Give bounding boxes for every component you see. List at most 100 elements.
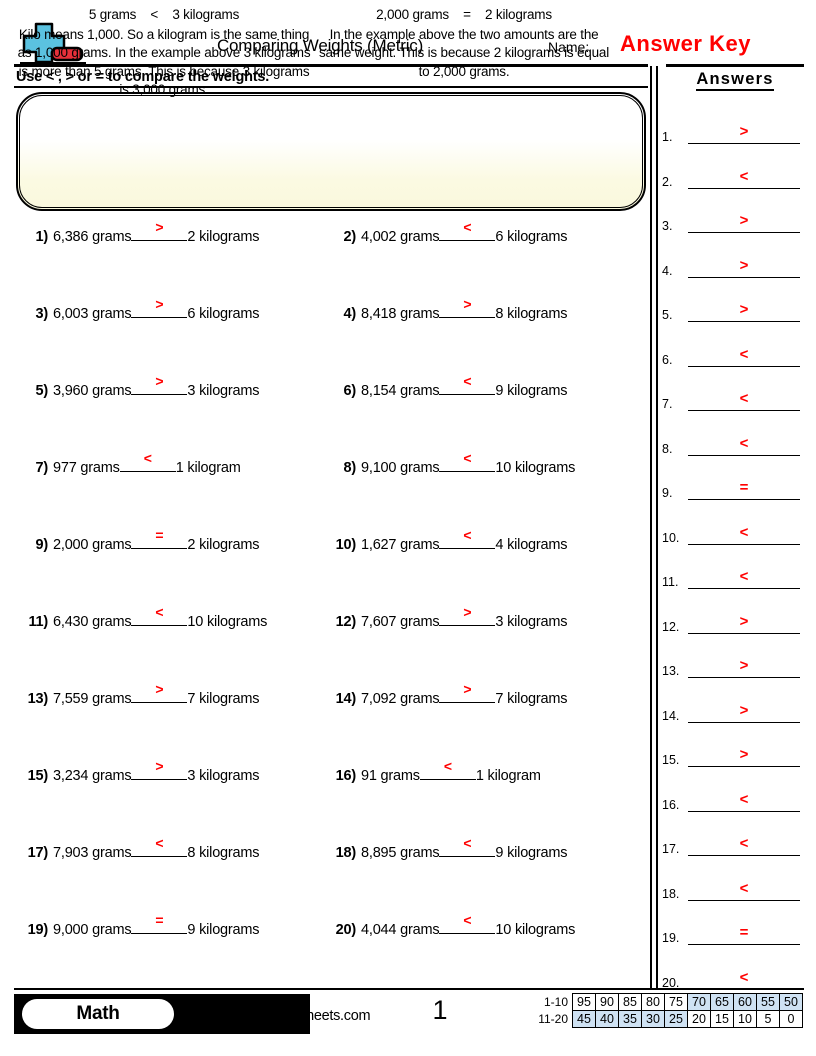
problem-answer-blank[interactable]: >: [439, 604, 496, 626]
answer-row-line[interactable]: [688, 433, 800, 456]
answer-row-line[interactable]: [688, 744, 800, 767]
problem-left-value: 91 grams: [361, 768, 420, 784]
problem-answer-blank[interactable]: >: [131, 296, 188, 318]
answer-row-line[interactable]: [688, 922, 800, 945]
problem-left-value: 1,627 grams: [361, 537, 440, 553]
answer-row-value: <: [739, 523, 749, 541]
problem-answer-value: <: [463, 835, 472, 851]
problem-left-value: 9,000 grams: [53, 922, 132, 938]
problem-answer-value: >: [155, 296, 164, 312]
answer-row-line[interactable]: [688, 700, 800, 723]
answer-row-number: 5.: [662, 308, 673, 322]
problem-left-value: 7,092 grams: [361, 691, 440, 707]
problem-answer-blank[interactable]: <: [439, 527, 496, 549]
problem-answer-blank[interactable]: >: [131, 373, 188, 395]
score-table-cell: 20: [687, 1010, 711, 1028]
page-header: Comparing Weights (Metric) Name: Answer …: [0, 0, 816, 64]
answer-key-label: Answer Key: [620, 31, 751, 56]
problem-number: 7): [35, 460, 49, 476]
answer-row-number: 4.: [662, 263, 673, 278]
answer-row-line[interactable]: [688, 299, 800, 322]
problem-item: 10) 1,627 grams <4 kilograms: [330, 527, 568, 553]
answer-row-line[interactable]: [688, 566, 800, 589]
answer-row-number: 9.: [662, 486, 673, 500]
answer-row-number: 8.: [662, 441, 673, 456]
problem-answer-blank[interactable]: >: [131, 219, 188, 241]
problem-left-value: 4,044 grams: [361, 922, 440, 938]
problem-answer-blank[interactable]: >: [131, 681, 188, 703]
answer-row: 9. =: [662, 474, 808, 500]
answer-row-value: >: [739, 123, 749, 140]
answer-row-number: 16.: [662, 797, 680, 812]
answer-row: 18. <: [662, 875, 808, 901]
problem-answer-blank[interactable]: <: [119, 450, 176, 472]
score-table-cell: 15: [710, 1010, 734, 1028]
problem-left-value: 7,607 grams: [361, 614, 440, 630]
problem-item: 6) 8,154 grams <9 kilograms: [330, 373, 568, 399]
score-table-row-label: 1-10: [543, 995, 568, 1009]
problem-left-value: 2,000 grams: [53, 537, 132, 553]
answer-row-value: <: [739, 167, 749, 185]
example-right-equation: 2,000 grams = 2 kilograms: [376, 7, 552, 22]
problem-item: 17) 7,903 grams <8 kilograms: [22, 835, 260, 861]
answer-row-line[interactable]: [688, 878, 800, 901]
problem-answer-blank[interactable]: =: [131, 912, 188, 934]
answer-row-line[interactable]: [688, 210, 800, 233]
answer-row-line[interactable]: [688, 789, 800, 812]
problem-answer-blank[interactable]: <: [439, 450, 496, 472]
answer-row-line[interactable]: [688, 388, 800, 411]
problem-answer-blank[interactable]: =: [131, 527, 188, 549]
problem-right-value: 6 kilograms: [187, 306, 260, 322]
problem-answer-blank[interactable]: >: [131, 758, 188, 780]
score-table-cell: 5: [756, 1010, 780, 1028]
problem-answer-blank[interactable]: <: [131, 604, 188, 626]
problem-left-value: 3,234 grams: [53, 768, 132, 784]
problem-number: 13): [27, 691, 49, 707]
score-table-cell: 55: [756, 993, 780, 1011]
answer-row-line[interactable]: [688, 477, 800, 500]
score-table-cell: 10: [733, 1010, 757, 1028]
answer-row-number: 13.: [662, 664, 680, 678]
answer-row-line[interactable]: [688, 344, 800, 367]
score-table-cell: 45: [572, 1010, 596, 1028]
problem-answer-blank[interactable]: <: [419, 758, 476, 780]
problem-number: 2): [343, 229, 357, 245]
problem-left-value: 7,903 grams: [53, 845, 132, 861]
problem-number: 16): [335, 768, 357, 784]
answer-row-line[interactable]: [688, 166, 800, 189]
problem-left-value: 3,960 grams: [53, 383, 132, 399]
page-title: Comparing Weights (Metric): [216, 36, 424, 55]
answer-row-line[interactable]: [688, 611, 800, 634]
score-table-cell: 75: [664, 993, 688, 1011]
answer-row: 15. >: [662, 741, 808, 767]
answer-row-line[interactable]: [688, 655, 800, 678]
problem-answer-blank[interactable]: <: [439, 835, 496, 857]
answer-row-number: 19.: [662, 931, 680, 945]
website-url: www.CommonCoreSheets.com: [176, 1008, 371, 1024]
problem-item: 20) 4,044 grams <10 kilograms: [330, 912, 576, 938]
problem-right-value: 10 kilograms: [495, 460, 576, 476]
problem-answer-blank[interactable]: >: [439, 296, 496, 318]
problem-item: 1) 6,386 grams >2 kilograms: [22, 219, 260, 245]
problem-number: 9): [35, 537, 49, 553]
answer-row-line[interactable]: [688, 522, 800, 545]
problem-answer-blank[interactable]: <: [439, 912, 496, 934]
answer-row-line[interactable]: [688, 833, 800, 856]
answer-row-value: >: [739, 657, 749, 674]
score-table-row-label: 11-20: [538, 1012, 568, 1026]
subject-badge: Math: [22, 999, 174, 1029]
answer-row-line[interactable]: [688, 121, 800, 144]
problem-answer-blank[interactable]: <: [439, 219, 496, 241]
answer-row: 7. <: [662, 385, 808, 411]
problem-answer-blank[interactable]: <: [131, 835, 188, 857]
problem-answer-blank[interactable]: <: [439, 373, 496, 395]
answer-row-line[interactable]: [688, 255, 800, 278]
answer-row-value: >: [739, 612, 749, 630]
problem-answer-blank[interactable]: >: [439, 681, 496, 703]
answer-row-value: <: [739, 390, 749, 407]
score-table-cell: 60: [733, 993, 757, 1011]
instructions-divider: [14, 86, 648, 88]
answer-row-value: <: [739, 345, 749, 363]
problem-number: 5): [35, 383, 49, 399]
answer-row: 20. <: [662, 964, 808, 990]
